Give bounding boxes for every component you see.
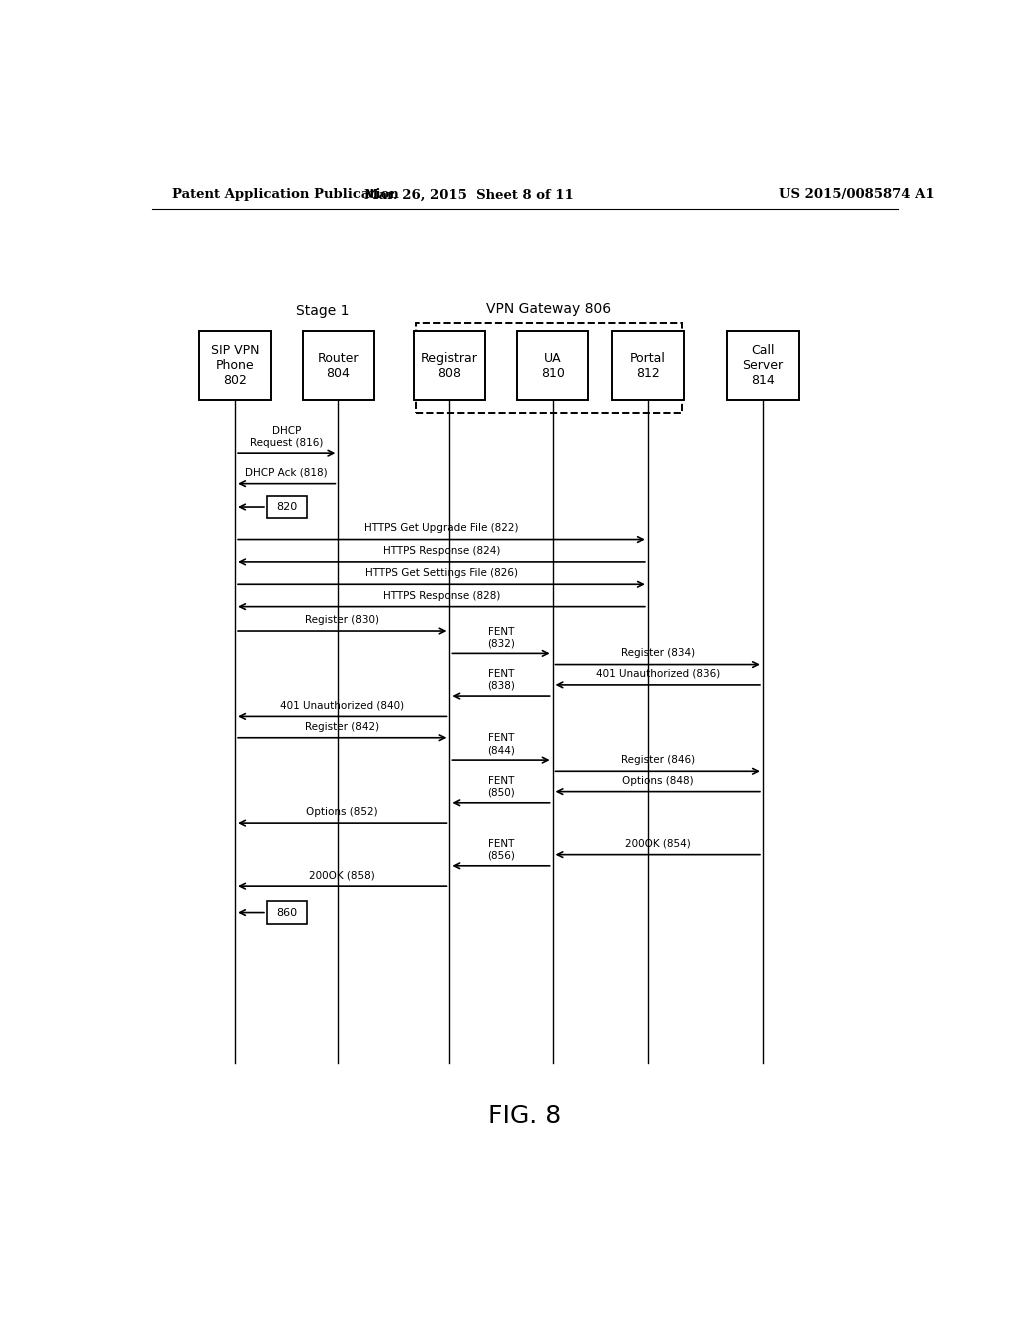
- Bar: [416, 323, 682, 412]
- Text: Mar. 26, 2015  Sheet 8 of 11: Mar. 26, 2015 Sheet 8 of 11: [365, 189, 574, 202]
- Text: US 2015/0085874 A1: US 2015/0085874 A1: [778, 189, 934, 202]
- Text: Register (842): Register (842): [305, 722, 379, 731]
- Text: Router
804: Router 804: [317, 351, 359, 380]
- Text: Register (834): Register (834): [621, 648, 695, 659]
- Text: Registrar
808: Registrar 808: [421, 351, 478, 380]
- Text: 200OK (854): 200OK (854): [625, 838, 690, 849]
- Text: 401 Unauthorized (840): 401 Unauthorized (840): [281, 701, 404, 710]
- Text: HTTPS Response (824): HTTPS Response (824): [383, 545, 500, 556]
- Text: FENT
(856): FENT (856): [487, 840, 515, 861]
- Bar: [267, 496, 306, 519]
- Text: UA
810: UA 810: [541, 351, 564, 380]
- Text: SIP VPN
Phone
802: SIP VPN Phone 802: [211, 345, 259, 387]
- Text: Stage 1: Stage 1: [296, 304, 349, 318]
- Bar: [303, 331, 374, 400]
- Bar: [727, 331, 799, 400]
- Text: VPN Gateway 806: VPN Gateway 806: [486, 302, 611, 315]
- Text: DHCP Ack (818): DHCP Ack (818): [246, 467, 328, 478]
- Text: Options (848): Options (848): [622, 776, 693, 785]
- Text: Register (830): Register (830): [305, 615, 379, 624]
- Text: Call
Server
814: Call Server 814: [742, 345, 783, 387]
- Text: DHCP
Request (816): DHCP Request (816): [250, 426, 324, 447]
- Text: 200OK (858): 200OK (858): [309, 870, 375, 880]
- Text: Patent Application Publication: Patent Application Publication: [172, 189, 398, 202]
- Text: HTTPS Get Settings File (826): HTTPS Get Settings File (826): [365, 568, 518, 578]
- Text: FENT
(844): FENT (844): [487, 734, 515, 755]
- Bar: [200, 331, 270, 400]
- Bar: [612, 331, 684, 400]
- Text: 860: 860: [276, 908, 297, 917]
- Text: FENT
(838): FENT (838): [487, 669, 515, 690]
- Bar: [517, 331, 588, 400]
- Text: Portal
812: Portal 812: [630, 351, 666, 380]
- Text: 401 Unauthorized (836): 401 Unauthorized (836): [596, 669, 720, 678]
- Text: FENT
(832): FENT (832): [487, 627, 515, 648]
- Bar: [267, 902, 306, 924]
- Text: Register (846): Register (846): [621, 755, 695, 766]
- Text: 820: 820: [276, 502, 297, 512]
- Text: HTTPS Response (828): HTTPS Response (828): [383, 590, 500, 601]
- Text: FIG. 8: FIG. 8: [488, 1104, 561, 1127]
- Text: HTTPS Get Upgrade File (822): HTTPS Get Upgrade File (822): [365, 524, 519, 533]
- Text: Options (852): Options (852): [306, 807, 378, 817]
- Text: FENT
(850): FENT (850): [487, 776, 515, 797]
- Bar: [414, 331, 485, 400]
